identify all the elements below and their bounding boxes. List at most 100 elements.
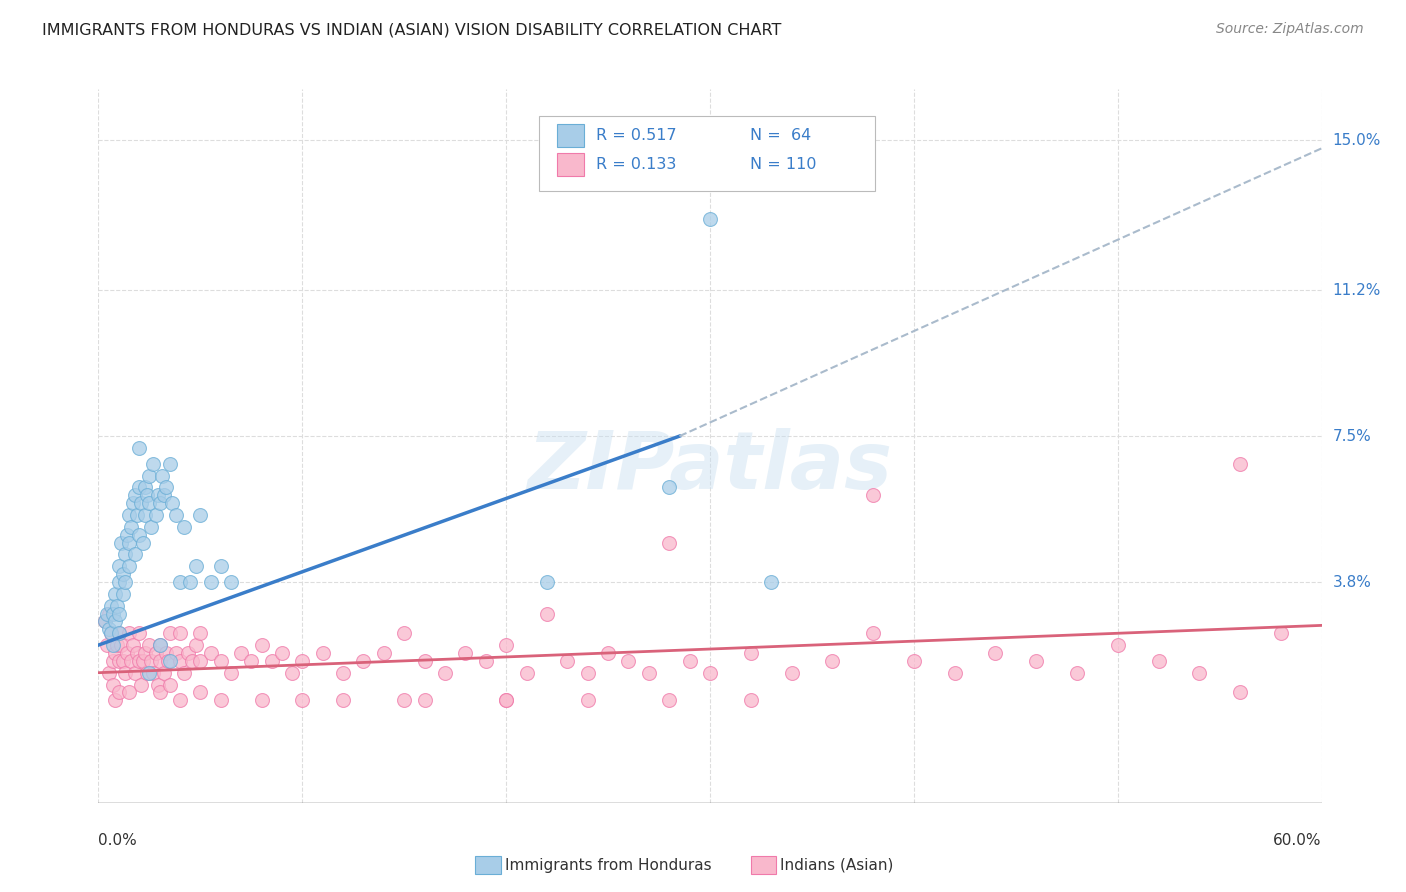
Point	[111, 654, 134, 668]
Point	[169, 693, 191, 707]
Point	[352, 654, 374, 668]
Point	[761, 574, 783, 589]
Point	[1066, 665, 1088, 680]
Point	[555, 654, 579, 668]
Point	[145, 508, 167, 522]
Point	[598, 646, 620, 660]
Point	[658, 480, 681, 494]
Point	[617, 654, 640, 668]
Text: 15.0%: 15.0%	[1333, 133, 1381, 148]
Point	[209, 693, 232, 707]
Point	[1107, 638, 1129, 652]
Text: Indians (Asian): Indians (Asian)	[780, 858, 894, 872]
Text: Source: ZipAtlas.com: Source: ZipAtlas.com	[1216, 22, 1364, 37]
Point	[200, 574, 222, 589]
Point	[111, 567, 134, 582]
Point	[332, 693, 354, 707]
Point	[862, 488, 884, 502]
Point	[97, 623, 120, 637]
Point	[821, 654, 844, 668]
Point	[169, 626, 191, 640]
Point	[159, 626, 181, 640]
Point	[108, 685, 131, 699]
Point	[145, 646, 167, 660]
Point	[536, 607, 558, 621]
Point	[149, 638, 172, 652]
Point	[291, 654, 314, 668]
Text: ZIPatlas: ZIPatlas	[527, 428, 893, 507]
Point	[128, 441, 150, 455]
Point	[231, 646, 253, 660]
Point	[281, 665, 304, 680]
Point	[122, 496, 145, 510]
Point	[100, 626, 122, 640]
Text: R = 0.133: R = 0.133	[596, 157, 676, 172]
Point	[115, 646, 138, 660]
Point	[142, 457, 165, 471]
Point	[96, 638, 118, 652]
Text: 60.0%: 60.0%	[1274, 833, 1322, 848]
Point	[188, 654, 212, 668]
Point	[413, 693, 436, 707]
Point	[1229, 457, 1251, 471]
Point	[104, 615, 127, 629]
Point	[495, 693, 517, 707]
Point	[136, 488, 159, 502]
Point	[658, 693, 681, 707]
Point	[132, 654, 155, 668]
Point	[108, 654, 131, 668]
Point	[101, 677, 124, 691]
Point	[1270, 626, 1292, 640]
Point	[260, 654, 283, 668]
FancyBboxPatch shape	[538, 116, 875, 191]
Point	[149, 654, 172, 668]
Point	[173, 520, 195, 534]
Point	[96, 607, 118, 621]
Point	[780, 665, 803, 680]
Point	[141, 654, 163, 668]
Point	[169, 574, 191, 589]
Text: N = 110: N = 110	[751, 157, 817, 172]
Point	[118, 685, 141, 699]
Point	[120, 520, 142, 534]
Point	[128, 527, 150, 541]
Point	[240, 654, 263, 668]
Point	[114, 665, 136, 680]
Point	[101, 654, 124, 668]
Point	[104, 646, 127, 660]
Point	[862, 626, 884, 640]
Point	[110, 638, 132, 652]
Point	[392, 693, 416, 707]
Point	[118, 508, 141, 522]
Point	[110, 535, 132, 549]
Point	[1147, 654, 1170, 668]
Point	[138, 468, 160, 483]
Point	[134, 480, 156, 494]
Point	[122, 638, 145, 652]
Point	[159, 457, 181, 471]
Point	[111, 587, 134, 601]
Point	[159, 654, 181, 668]
Point	[943, 665, 966, 680]
Point	[186, 559, 208, 574]
Point	[516, 665, 538, 680]
Point	[495, 638, 517, 652]
Point	[128, 626, 150, 640]
Point	[1188, 665, 1211, 680]
Point	[576, 665, 599, 680]
Bar	[557, 124, 583, 147]
Point	[142, 665, 165, 680]
Point	[115, 527, 138, 541]
Point	[173, 665, 195, 680]
Text: Immigrants from Honduras: Immigrants from Honduras	[505, 858, 711, 872]
Point	[93, 615, 115, 629]
Point	[156, 654, 179, 668]
Point	[1025, 654, 1047, 668]
Point	[118, 559, 141, 574]
Point	[1229, 685, 1251, 699]
Point	[108, 626, 131, 640]
Point	[332, 665, 354, 680]
Point	[177, 646, 200, 660]
Point	[373, 646, 395, 660]
Point	[127, 646, 149, 660]
